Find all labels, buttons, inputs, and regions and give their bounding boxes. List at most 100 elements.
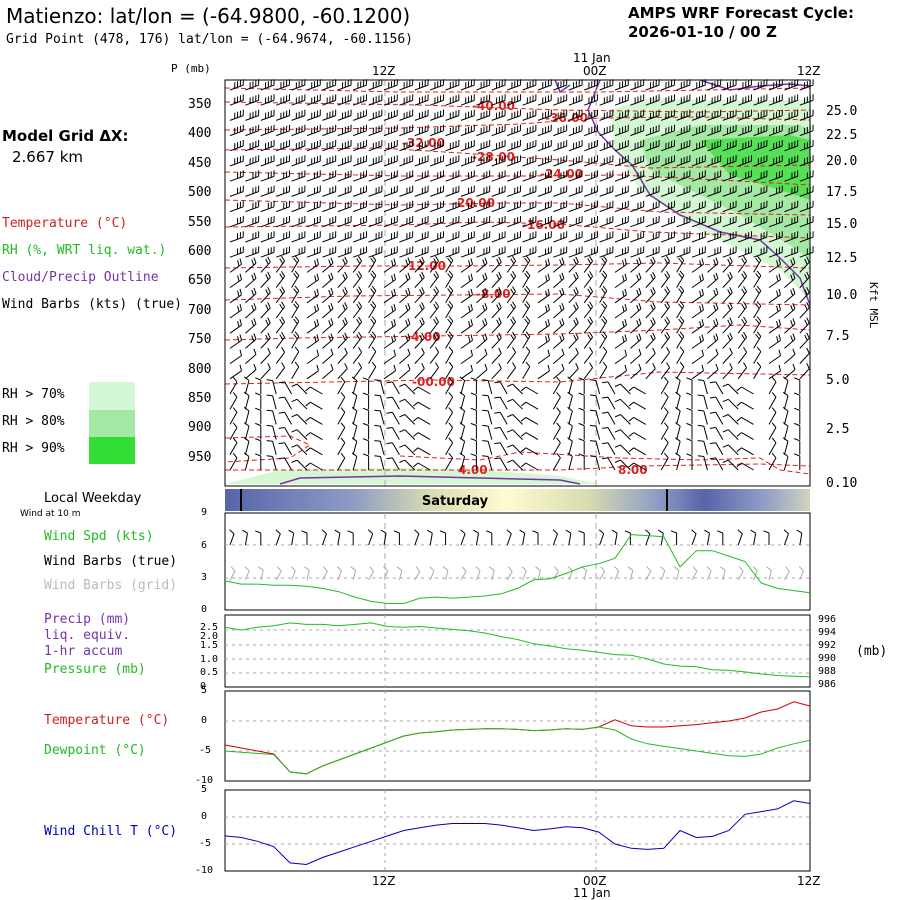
- wind-barb: [599, 109, 614, 121]
- wind-barb: [275, 529, 281, 546]
- wind-barb: [245, 231, 260, 243]
- wind-barb: [614, 231, 629, 243]
- wind-barb: [229, 319, 242, 334]
- wind-barb: [506, 316, 517, 334]
- wind-barb: [707, 348, 719, 364]
- wind-barb: [413, 416, 431, 425]
- wind-barb: [753, 139, 768, 152]
- wind-barb: [445, 155, 460, 167]
- wind-barb: [737, 362, 748, 380]
- pressure-ytick: 996: [818, 614, 837, 625]
- wind-ytick: 9: [201, 507, 208, 518]
- wind-barb: [507, 215, 521, 228]
- contour-label: 8.00: [618, 463, 648, 477]
- temperature-series: [224, 701, 811, 775]
- wind-barb: [522, 300, 531, 319]
- wind-barb: [630, 303, 642, 319]
- wind-barb: [244, 566, 250, 581]
- wind-barb: [507, 185, 521, 197]
- wind-barb: [260, 155, 275, 167]
- wind-barb: [245, 155, 260, 167]
- wind-barb: [491, 185, 506, 197]
- wind-barb: [473, 529, 479, 546]
- wind-barb: [276, 185, 290, 197]
- pressure-tick: 450: [188, 155, 212, 171]
- wind-barb: [553, 257, 565, 273]
- wind-barb: [768, 79, 783, 91]
- wind-barb: [753, 124, 768, 137]
- wind-barb: [675, 422, 681, 440]
- wind-barb: [337, 139, 352, 152]
- wind-barb: [245, 246, 260, 258]
- wind-barb: [537, 319, 550, 334]
- wind-barb: [445, 300, 454, 319]
- wind-barb: [353, 246, 367, 258]
- wind-barb: [291, 200, 306, 213]
- wind-barb: [707, 124, 722, 137]
- wind-barb: [768, 155, 783, 167]
- cloud-outline-top: [699, 79, 811, 91]
- wind-barb: [507, 155, 521, 167]
- wind-barb: [362, 438, 370, 455]
- wind-barb: [799, 200, 814, 213]
- precip-ytick: 2.0: [200, 631, 219, 642]
- wind-barb: [245, 257, 257, 273]
- wind-barb: [553, 318, 565, 334]
- wind-barb: [429, 271, 440, 288]
- wind-barb: [737, 271, 748, 288]
- wind-barb: [768, 303, 781, 319]
- wind-barb: [784, 200, 799, 213]
- wind-barb: [260, 124, 275, 137]
- wind-barb: [476, 200, 491, 213]
- wind-barb: [722, 256, 733, 273]
- wind-barb: [229, 231, 244, 243]
- wind-barb: [799, 317, 810, 334]
- wind-barb: [522, 185, 537, 197]
- wind-barb: [768, 392, 777, 410]
- legend-temperature: Temperature (°C): [2, 216, 128, 231]
- wind-barb: [322, 185, 337, 197]
- wind-barb: [584, 109, 598, 121]
- wind-barb: [599, 331, 608, 349]
- precip-ytick: 1.0: [200, 654, 219, 665]
- wind-barb: [306, 273, 319, 289]
- wind-barb: [676, 215, 691, 228]
- wind-barb: [661, 155, 675, 167]
- wind-barb: [722, 459, 739, 471]
- wind-barb: [583, 286, 594, 304]
- wind-barb: [584, 170, 598, 182]
- wind-barb: [630, 257, 642, 273]
- wind-barb: [399, 444, 416, 456]
- wind-barb: [552, 422, 561, 440]
- wind-barb: [399, 318, 411, 334]
- wind-barb: [507, 94, 521, 106]
- wind-barb: [260, 256, 271, 273]
- wind-barb: [245, 272, 257, 288]
- wind-barb: [630, 231, 645, 243]
- wind-barb: [494, 381, 508, 395]
- wind-barb: [522, 139, 537, 152]
- wind-barb: [368, 270, 377, 288]
- wind-barb: [707, 272, 719, 288]
- wind-barb: [322, 348, 334, 364]
- wind-barb: [645, 231, 660, 243]
- wind-barb: [304, 566, 310, 581]
- wind-barb: [660, 331, 671, 349]
- wind-barb: [276, 170, 290, 182]
- wind-barb: [520, 462, 539, 471]
- wind-barb: [337, 246, 352, 258]
- pressure-tick: 400: [188, 126, 212, 142]
- wind-barb: [337, 109, 352, 121]
- wind-barb: [291, 383, 308, 395]
- wind-barb: [278, 411, 293, 425]
- wind-barb: [229, 185, 244, 197]
- wind-barb: [799, 215, 814, 228]
- wind-barb: [305, 386, 323, 395]
- wind-barb: [460, 319, 473, 334]
- wind-barb: [583, 271, 594, 288]
- wind-barb: [414, 124, 429, 137]
- wind-barb: [242, 529, 248, 546]
- height-tick: 17.5: [826, 185, 858, 200]
- wind-barb: [670, 530, 678, 545]
- wind-barb: [275, 286, 286, 304]
